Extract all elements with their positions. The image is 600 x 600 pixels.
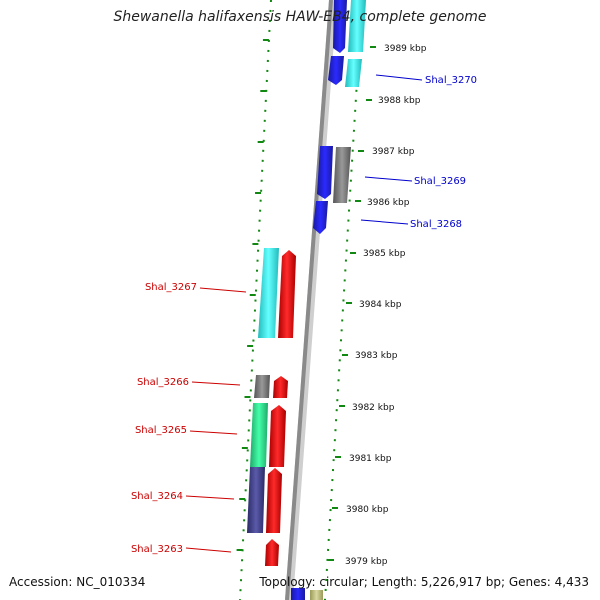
gene-label-shal-3266[interactable]: Shal_3266: [137, 377, 241, 388]
tick-3982: 3982 kbp: [339, 403, 395, 413]
svg-text:Shal_3269: Shal_3269: [414, 176, 466, 187]
gene-feature-shal-3265-green[interactable]: [250, 403, 268, 467]
tick-3986: 3986 kbp: [355, 198, 410, 208]
tick-label: 3986 kbp: [367, 198, 410, 208]
tick-label: 3985 kbp: [363, 249, 406, 259]
tick-3988: 3988 kbp: [366, 96, 421, 106]
gene-feature-shal-3267[interactable]: [278, 250, 296, 338]
gene-label-shal-3263[interactable]: Shal_3263: [131, 544, 232, 555]
genome-backbone: [285, 0, 333, 600]
tick-label: 3981 kbp: [349, 454, 392, 464]
gene-feature-shal-3266[interactable]: [273, 376, 288, 398]
gene-feature-blue[interactable]: [333, 0, 347, 53]
tick-label: 3983 kbp: [355, 351, 398, 361]
tick-label: 3979 kbp: [345, 557, 388, 567]
svg-text:Shal_3265: Shal_3265: [135, 425, 187, 436]
gene-feature-shal-3269[interactable]: [317, 146, 333, 199]
gene-feature-shal-3263[interactable]: [265, 539, 279, 566]
gene-label-shal-3268[interactable]: Shal_3268: [360, 219, 462, 230]
gene-feature-cyan[interactable]: [348, 0, 366, 52]
svg-text:Shal_3266: Shal_3266: [137, 377, 189, 388]
tick-label: 3987 kbp: [372, 147, 415, 157]
svg-text:Shal_3268: Shal_3268: [410, 219, 462, 230]
gene-feature-bottom-olive[interactable]: [310, 590, 323, 600]
tick-3989: 3989 kbp: [370, 44, 427, 54]
gene-feature-shal-3264[interactable]: [266, 468, 282, 533]
tick-label: 3980 kbp: [346, 505, 389, 515]
genome-title: Shewanella halifaxensis HAW-EB4, complet…: [113, 9, 487, 25]
gene-label-shal-3269[interactable]: Shal_3269: [364, 176, 466, 187]
tick-3981: 3981 kbp: [335, 454, 392, 464]
svg-text:Shal_3267: Shal_3267: [145, 282, 197, 293]
tick-3987: 3987 kbp: [358, 147, 415, 157]
svg-text:Shal_3264: Shal_3264: [131, 491, 183, 502]
gene-label-shal-3267[interactable]: Shal_3267: [145, 282, 247, 293]
gene-label-shal-3264[interactable]: Shal_3264: [131, 491, 235, 502]
tick-3983: 3983 kbp: [342, 351, 398, 361]
svg-text:Shal_3263: Shal_3263: [131, 544, 183, 555]
svg-text:Shal_3270: Shal_3270: [425, 75, 477, 86]
tick-3984: 3984 kbp: [346, 300, 402, 310]
tick-label: 3989 kbp: [384, 44, 427, 54]
gene-feature-shal-3264-navy[interactable]: [247, 467, 265, 533]
gene-feature-bottom-blue[interactable]: [291, 588, 305, 600]
tick-3980: 3980 kbp: [332, 505, 389, 515]
topology-text: Topology: circular; Length: 5,226,917 bp…: [259, 575, 589, 589]
tick-label: 3984 kbp: [359, 300, 402, 310]
gene-feature-shal-3268[interactable]: [313, 201, 328, 234]
tick-label: 3982 kbp: [352, 403, 395, 413]
gene-feature-shal-3267-cyan[interactable]: [258, 248, 279, 338]
tick-3985: 3985 kbp: [350, 249, 406, 259]
gene-feature-cyan-2[interactable]: [345, 59, 362, 87]
tick-label: 3988 kbp: [378, 96, 421, 106]
gene-label-shal-3265[interactable]: Shal_3265: [135, 425, 238, 436]
gene-feature-grey[interactable]: [333, 147, 351, 203]
gene-feature-shal-3265[interactable]: [269, 405, 286, 467]
tick-3979: 3979 kbp: [328, 557, 388, 567]
forward-guide-line: [324, 0, 363, 600]
minor-ticks: [236, 39, 269, 551]
gene-label-shal-3270[interactable]: Shal_3270: [375, 74, 477, 86]
accession-text: Accession: NC_010334: [9, 575, 146, 589]
gene-feature-shal-3270-blue[interactable]: [328, 56, 344, 85]
gene-feature-shal-3266-grey[interactable]: [254, 375, 270, 398]
